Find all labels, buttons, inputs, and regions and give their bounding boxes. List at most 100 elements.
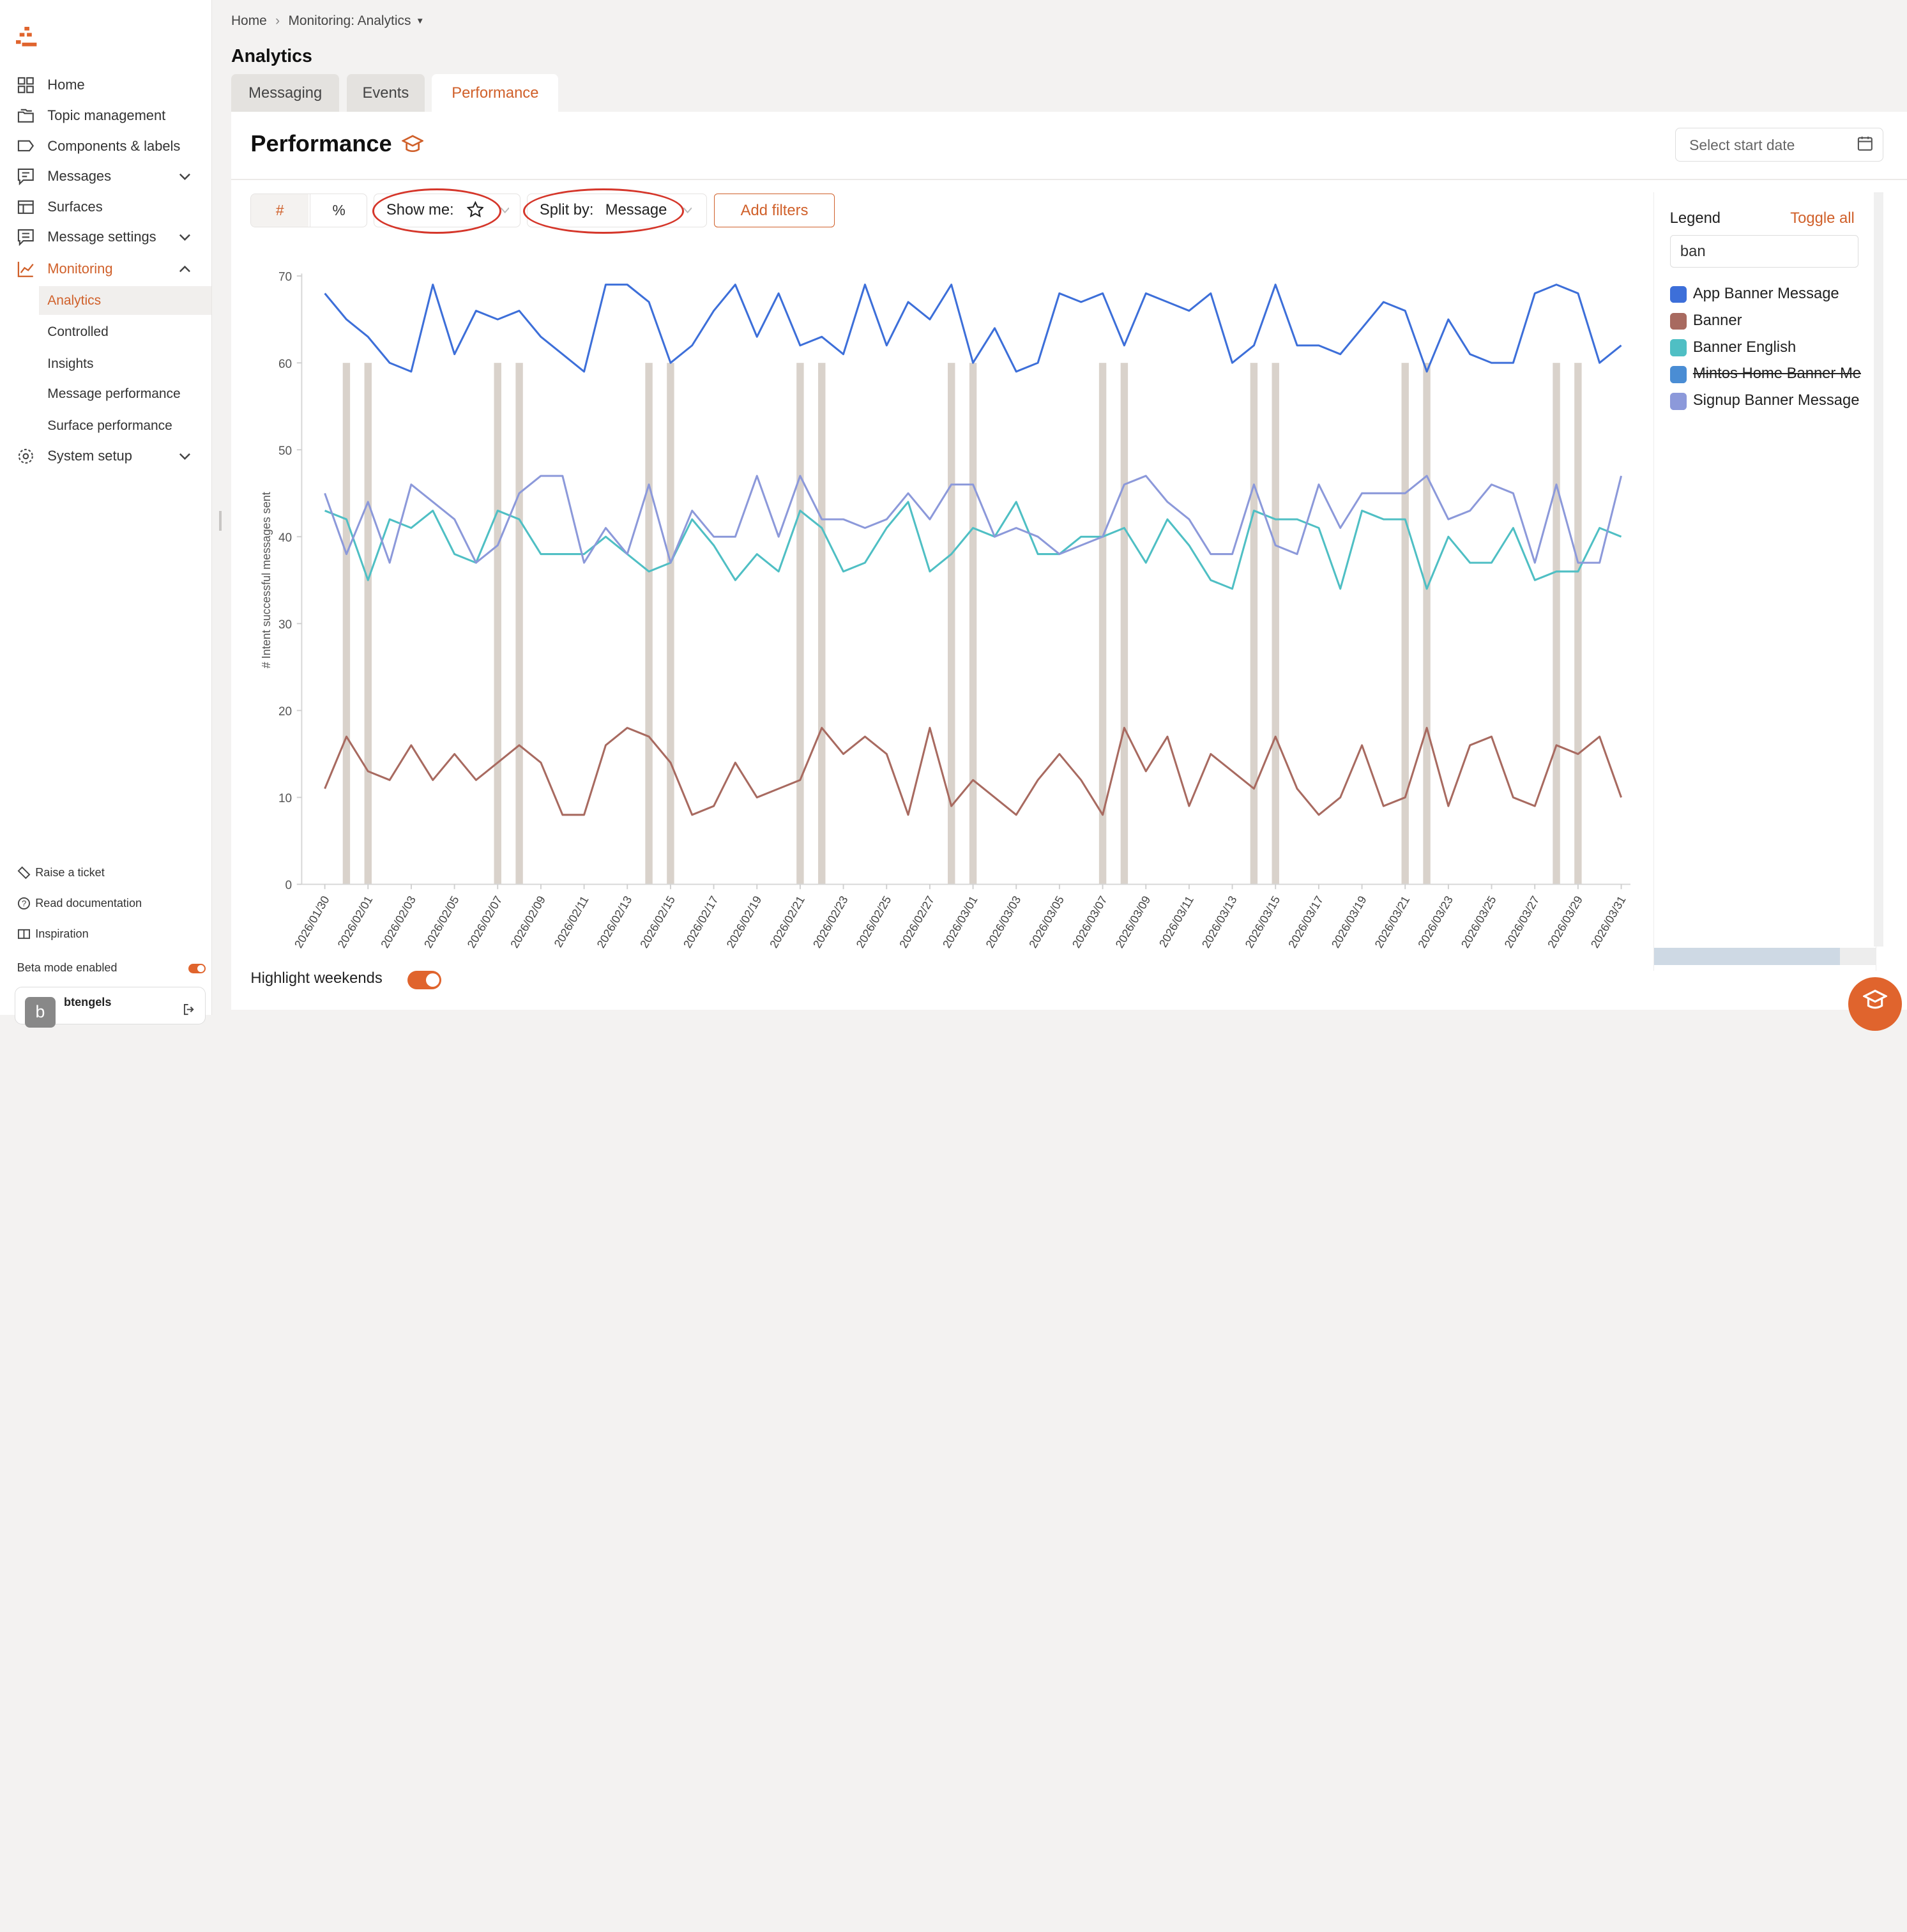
legend-panel: Legend Toggle all ban App Banner Message… [1653,192,1876,971]
start-date-input[interactable]: Select start date [1675,128,1884,162]
chevron-down-icon[interactable] [178,449,192,464]
add-filters-button[interactable]: Add filters [714,193,835,228]
x-tick-label: 2026/03/17 [1286,894,1326,950]
app-logo[interactable] [15,26,40,49]
count-option[interactable]: # [251,194,308,227]
logout-icon[interactable] [183,1003,195,1015]
legend-item[interactable]: Banner English [1669,337,1861,359]
performance-panel: Performance Select start date # % Show m… [231,112,1907,1010]
sidebar-subitem-label: Insights [47,356,94,371]
help-button[interactable] [1848,977,1902,1031]
sidebar-subitem-surface-performance[interactable]: Surface performance [39,411,212,441]
x-tick-label: 2026/01/30 [292,894,332,950]
sidebar-item-messages[interactable]: Messages [0,162,211,191]
legend-scrollbar-thumb[interactable] [1653,947,1841,965]
percent-option[interactable]: % [309,194,367,227]
grid-icon [17,77,34,93]
chevron-up-icon[interactable] [178,262,192,277]
weekend-band [948,363,955,885]
y-tick-label: 50 [278,445,292,458]
sidebar-item-components-labels[interactable]: Components & labels [0,132,211,161]
tab-messaging[interactable]: Messaging [231,74,340,112]
raise-ticket-label: Raise a ticket [35,866,105,879]
user-card[interactable]: b btengels [14,986,206,1028]
caret-down-icon[interactable]: ▼ [416,16,425,26]
chevron-down-icon[interactable] [178,230,192,245]
legend-item[interactable]: Signup Banner Message [1669,390,1861,412]
tab-performance[interactable]: Performance [432,74,559,112]
tag-icon [17,140,34,152]
breadcrumb-home[interactable]: Home [231,13,267,28]
legend-search-input[interactable]: ban [1669,234,1858,268]
sidebar-item-topic-management[interactable]: Topic management [0,101,211,130]
legend-search-value: ban [1680,243,1706,261]
series-line-signup-banner-message [324,475,1623,564]
sidebar: Home Topic management Components & label… [0,0,213,1028]
tab-events[interactable]: Events [346,74,425,112]
sidebar-subitem-analytics[interactable]: Analytics [38,285,212,316]
read-documentation-link[interactable]: ? Read documentation [17,897,142,910]
y-tick-label: 30 [278,618,292,632]
sidebar-subitem-controlled[interactable]: Controlled [39,317,212,347]
sidebar-item-label: Message settings [47,229,156,245]
highlight-weekends-toggle[interactable] [407,971,442,989]
svg-text:?: ? [22,899,26,908]
beta-mode-toggle[interactable] [188,963,206,973]
sidebar-item-surfaces[interactable]: Surfaces [0,192,211,222]
weekend-band [1574,363,1582,885]
legend-item[interactable]: Banner [1669,310,1861,332]
legend-item[interactable]: Mintos Home Banner Message [1669,364,1861,386]
sidebar-subitem-label: Controlled [47,324,109,340]
avatar: b [25,997,56,1028]
sidebar-subitem-insights[interactable]: Insights [39,349,212,379]
x-tick-label: 2026/03/13 [1199,894,1240,950]
y-axis-title: # Intent successful messages sent [260,492,273,668]
legend-item[interactable]: App Banner Message [1669,284,1861,305]
sidebar-resize-handle[interactable] [218,511,222,531]
y-tick-label: 70 [278,271,292,284]
show-me-dropdown[interactable]: Show me: [373,193,521,228]
series-line-banner [324,727,1623,816]
x-tick-label: 2026/02/21 [767,894,807,950]
legend-vertical-scrollbar[interactable] [1873,192,1883,947]
x-tick-label: 2026/02/07 [465,894,505,950]
star-icon [466,201,484,218]
show-me-label: Show me: [386,201,454,219]
x-tick-label: 2026/03/27 [1502,894,1542,950]
legend-item-label: App Banner Message [1692,284,1839,302]
sidebar-item-message-settings[interactable]: Message settings [0,223,211,252]
series-line-banner-english [324,501,1622,590]
x-tick-label: 2026/03/21 [1372,894,1413,950]
x-tick-label: 2026/02/01 [335,894,376,950]
breadcrumb-current[interactable]: Monitoring: Analytics [288,13,411,28]
graduation-cap-icon[interactable] [401,135,423,154]
sidebar-item-home[interactable]: Home [0,70,211,100]
sidebar-item-label: Monitoring [47,261,113,277]
weekend-band [1272,363,1279,885]
x-tick-label: 2026/02/27 [897,894,937,950]
sidebar-item-monitoring[interactable]: Monitoring [0,254,211,284]
legend-item-label: Mintos Home Banner Message [1692,365,1861,383]
panel-title: Performance [250,130,392,156]
y-tick-label: 0 [285,879,293,893]
weekend-band [1120,363,1128,885]
weekend-band [1423,363,1431,885]
calendar-icon[interactable] [1857,135,1873,151]
x-tick-label: 2026/02/13 [595,894,635,950]
breadcrumb-separator-icon: › [275,13,280,28]
x-tick-label: 2026/02/25 [854,894,894,950]
chevron-down-icon[interactable] [178,169,192,184]
sidebar-subitem-message-performance[interactable]: Message performance [39,379,212,409]
split-by-dropdown[interactable]: Split by: Message [526,193,707,228]
chevron-down-icon [683,207,692,213]
sidebar-item-system-setup[interactable]: System setup [0,442,211,471]
x-tick-label: 2026/03/11 [1157,894,1196,950]
inspiration-link[interactable]: Inspiration [17,927,89,941]
toggle-all-link[interactable]: Toggle all [1790,209,1855,227]
x-tick-label: 2026/03/03 [984,894,1024,950]
raise-ticket-link[interactable]: Raise a ticket [17,866,105,879]
start-date-placeholder: Select start date [1689,137,1795,154]
weekend-band [342,363,351,885]
message-icon [17,168,34,185]
x-tick-label: 2026/02/09 [508,894,548,950]
